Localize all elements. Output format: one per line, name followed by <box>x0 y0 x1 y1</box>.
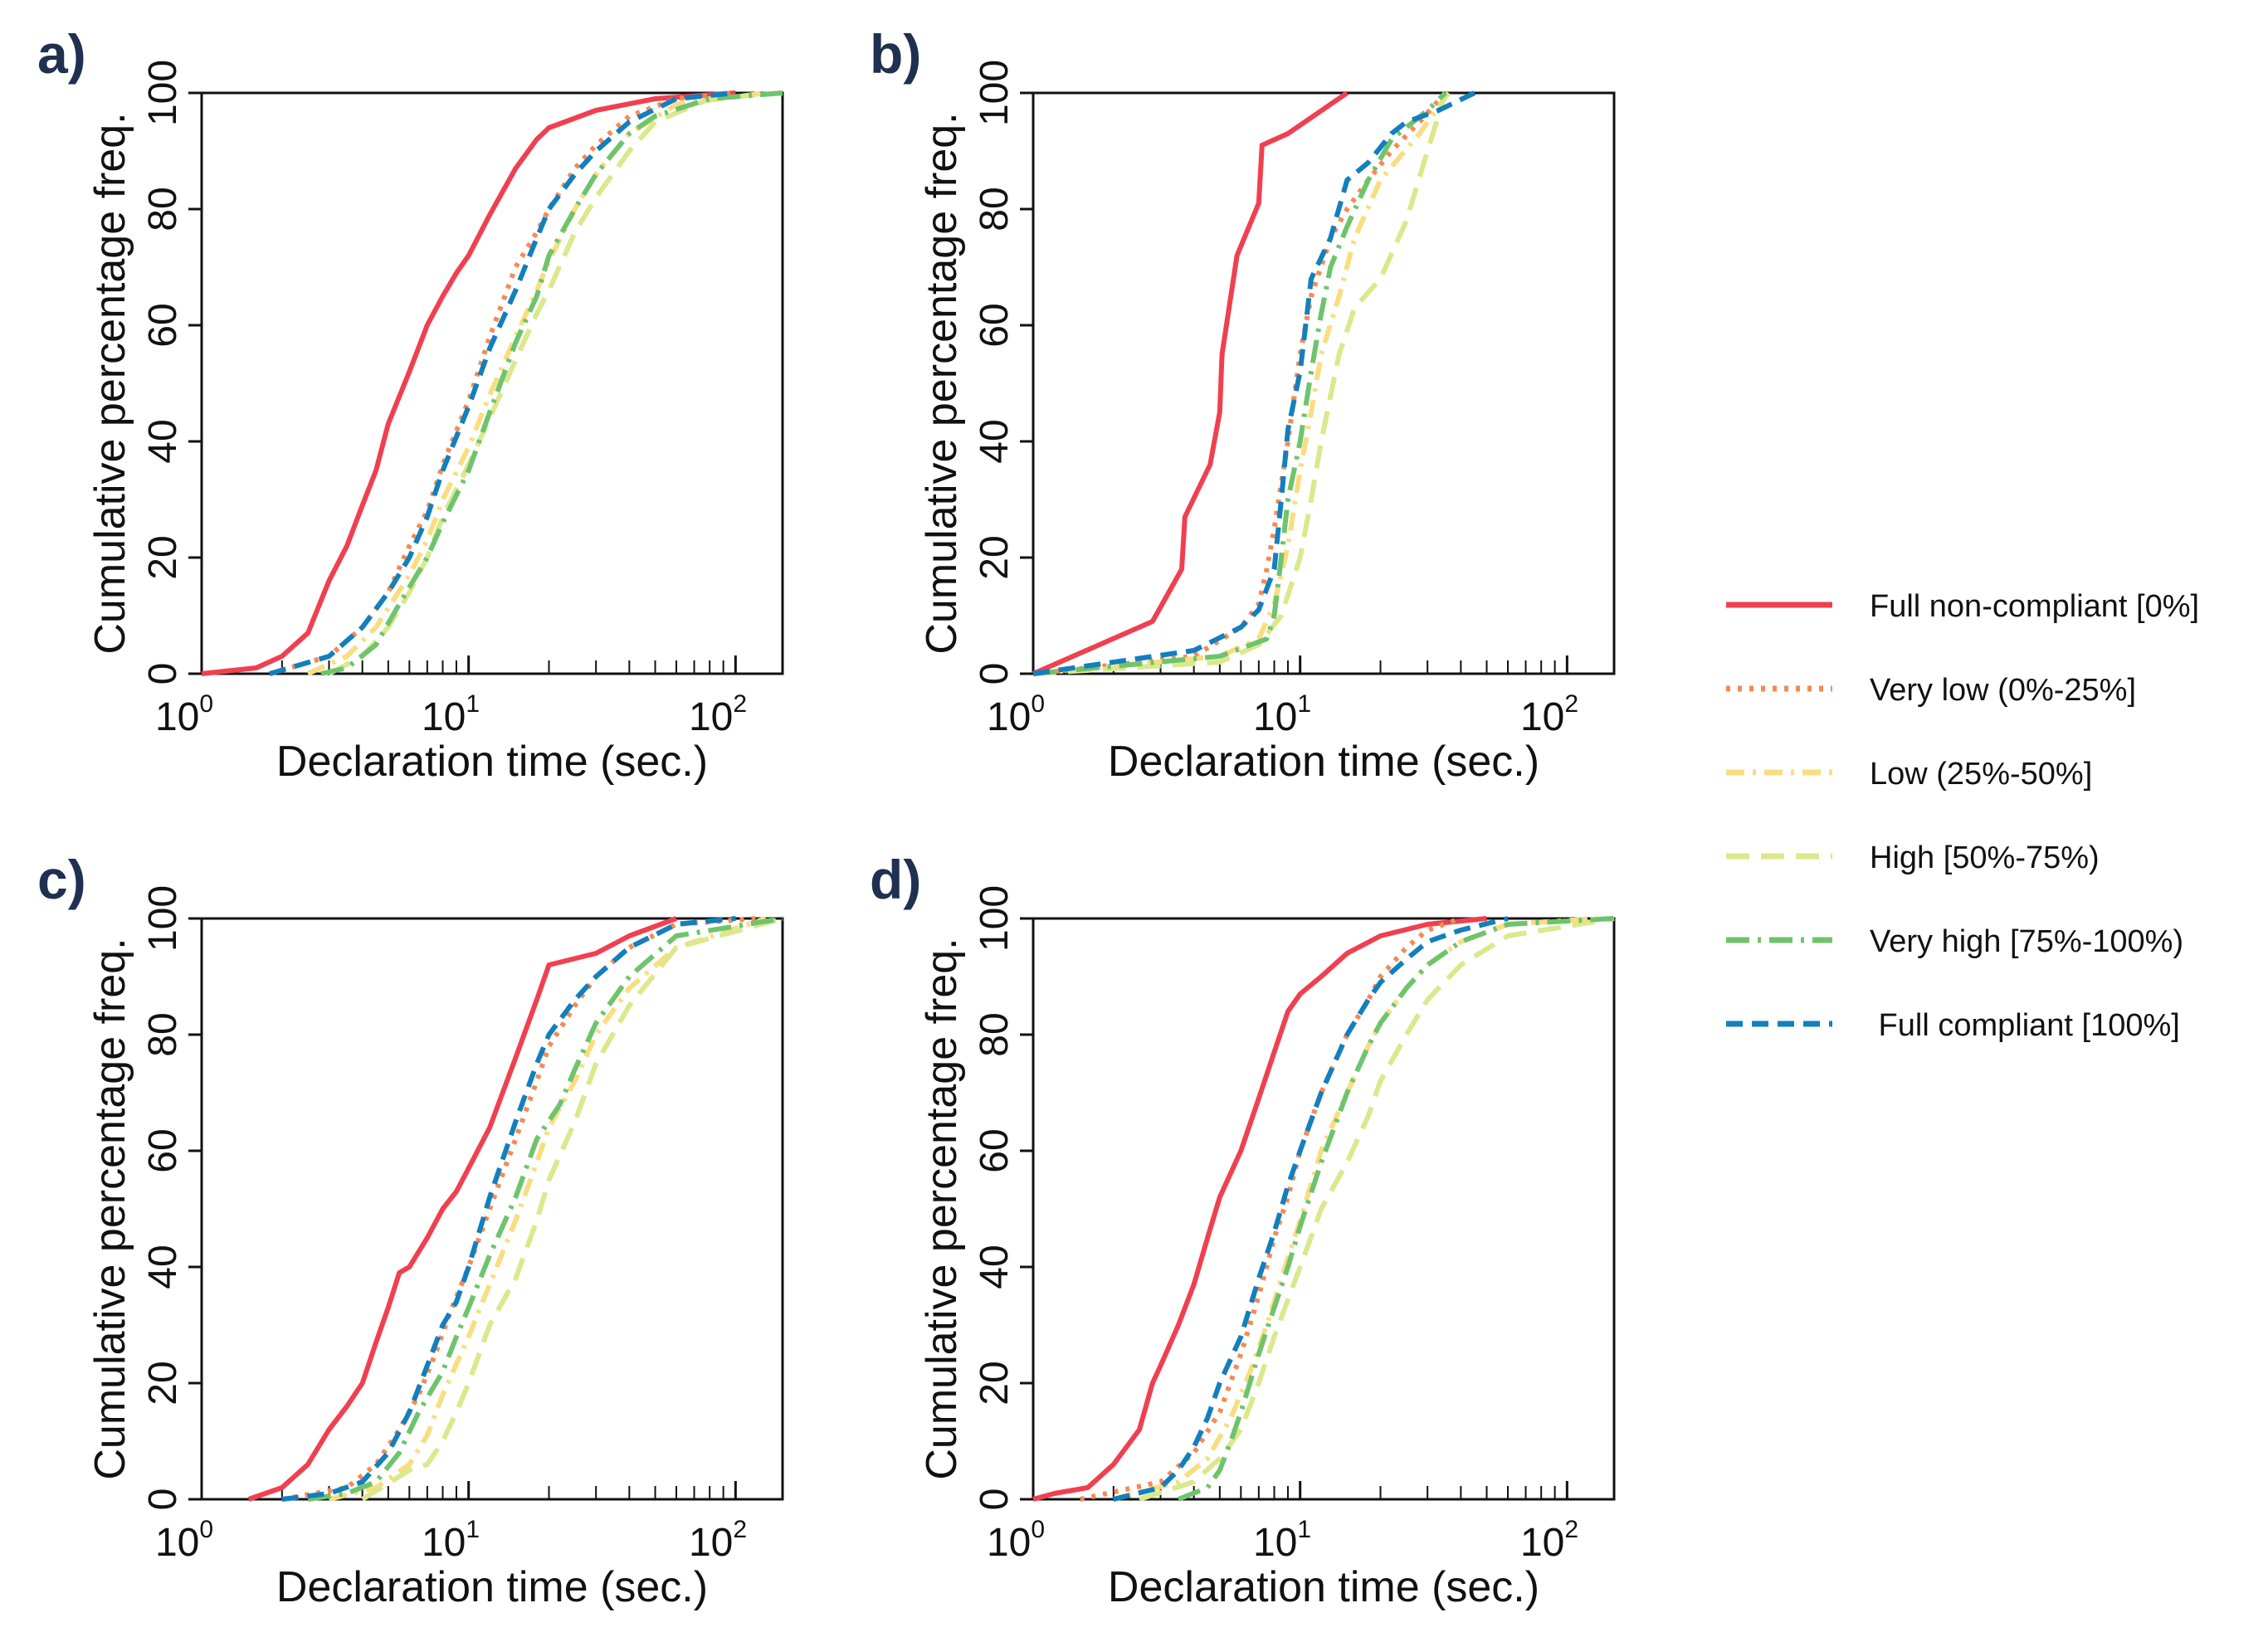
panel-letter-a: a) <box>37 23 86 85</box>
y-tick-label: 0 <box>141 663 185 685</box>
x-axis-label-d: Declaration time (sec.) <box>1108 1563 1539 1611</box>
series-line <box>1032 90 1476 676</box>
series-line <box>247 916 678 1502</box>
y-tick-labels-b: 0 20 40 60 80 100 <box>973 60 1017 685</box>
series-line <box>201 90 736 676</box>
x-tick-label: 101 <box>422 1516 480 1565</box>
series-line <box>1032 90 1447 676</box>
x-tick-label: 100 <box>155 690 213 739</box>
panel-b: b) 0 20 40 60 80 100 100 101 102 Declara… <box>870 23 1616 786</box>
legend: Full non-compliant [0%] Very low (0%-25%… <box>1726 589 2199 1043</box>
x-tick-label: 102 <box>689 690 747 739</box>
y-tick-label: 80 <box>973 1012 1017 1056</box>
x-tick-labels-a: 100 101 102 <box>155 690 747 739</box>
series-line <box>1032 916 1487 1502</box>
y-tick-label: 100 <box>973 885 1017 952</box>
y-tick-label: 100 <box>141 60 185 126</box>
x-tick-label: 102 <box>1520 690 1578 739</box>
panel-a: a) 0 20 40 60 80 100 100 101 102 Declara… <box>37 23 784 786</box>
y-axis-label-c: Cumulative percentage freq. <box>86 938 134 1479</box>
series-d <box>1032 916 1615 1502</box>
series-line <box>1139 916 1615 1502</box>
legend-label: High [50%-75%) <box>1870 840 2100 875</box>
y-tick-labels-d: 0 20 40 60 80 100 <box>973 885 1017 1510</box>
y-tick-label: 40 <box>973 419 1017 463</box>
x-tick-label: 101 <box>1253 690 1311 739</box>
series-line <box>307 916 783 1502</box>
legend-label: Full compliant [100%] <box>1870 1008 2180 1043</box>
legend-label: Low (25%-50%] <box>1870 757 2092 792</box>
y-tick-label: 0 <box>141 1488 185 1511</box>
y-tick-label: 40 <box>973 1245 1017 1289</box>
y-tick-labels-c: 0 20 40 60 80 100 <box>141 885 185 1510</box>
y-tick-label: 80 <box>973 187 1017 231</box>
y-tick-label: 60 <box>141 1128 185 1172</box>
x-tick-label: 101 <box>422 690 480 739</box>
series-line <box>1177 916 1615 1502</box>
x-axis-label-b: Declaration time (sec.) <box>1108 738 1539 786</box>
series-line <box>320 90 783 676</box>
series-line <box>269 90 736 676</box>
series-line <box>281 916 736 1502</box>
plot-frame-b <box>1032 91 1616 675</box>
x-tick-label: 100 <box>987 1516 1045 1565</box>
ticks-b <box>1020 91 1568 675</box>
legend-label: Very low (0%-25%] <box>1870 673 2136 708</box>
series-c <box>247 916 783 1502</box>
y-tick-label: 0 <box>973 1488 1017 1511</box>
x-tick-labels-d: 100 101 102 <box>987 1516 1578 1565</box>
series-a <box>201 90 783 676</box>
ticks-c <box>188 917 737 1501</box>
series-line <box>1032 91 1451 676</box>
y-tick-label: 60 <box>141 303 185 347</box>
y-tick-label: 40 <box>141 1245 185 1289</box>
y-tick-label: 20 <box>973 535 1017 579</box>
x-tick-label: 101 <box>1253 1516 1311 1565</box>
series-b <box>1032 90 1476 676</box>
x-tick-labels-c: 100 101 102 <box>155 1516 747 1565</box>
y-tick-label: 40 <box>141 419 185 463</box>
legend-label: Very high [75%-100%) <box>1870 924 2183 959</box>
y-tick-label: 100 <box>141 885 185 952</box>
y-tick-label: 0 <box>973 663 1017 685</box>
series-line <box>1032 90 1349 676</box>
x-axis-label-a: Declaration time (sec.) <box>276 738 708 786</box>
x-tick-label: 100 <box>155 1516 213 1565</box>
series-line <box>361 916 783 1502</box>
x-axis-label-c: Declaration time (sec.) <box>276 1563 708 1611</box>
panel-letter-d: d) <box>870 849 921 910</box>
plot-frame-a <box>200 91 784 675</box>
panel-c: c) 0 20 40 60 80 100 100 101 102 Declara… <box>37 849 784 1611</box>
series-line <box>1032 92 1448 676</box>
y-axis-label-d: Cumulative percentage freq. <box>918 938 966 1479</box>
y-tick-label: 20 <box>973 1361 1017 1405</box>
y-axis-label-b: Cumulative percentage freq. <box>918 112 966 654</box>
y-axis-label-a: Cumulative percentage freq. <box>86 112 134 654</box>
panel-d: d) 0 20 40 60 80 100 100 101 102 Declara… <box>870 849 1616 1611</box>
y-tick-label: 60 <box>973 1128 1017 1172</box>
y-tick-label: 20 <box>141 535 185 579</box>
legend-label: Full non-compliant [0%] <box>1870 589 2199 624</box>
x-tick-label: 102 <box>689 1516 747 1565</box>
y-tick-label: 60 <box>973 303 1017 347</box>
x-tick-labels-b: 100 101 102 <box>987 690 1578 739</box>
y-tick-label: 20 <box>141 1361 185 1405</box>
x-tick-label: 102 <box>1520 1516 1578 1565</box>
y-tick-label: 100 <box>973 60 1017 126</box>
x-tick-label: 100 <box>987 690 1045 739</box>
series-line <box>328 916 767 1502</box>
y-tick-label: 80 <box>141 187 185 231</box>
panel-letter-b: b) <box>870 23 921 85</box>
panel-letter-c: c) <box>37 849 86 910</box>
ticks-a <box>188 91 737 675</box>
y-tick-label: 80 <box>141 1012 185 1056</box>
y-tick-labels-a: 0 20 40 60 80 100 <box>141 60 185 685</box>
